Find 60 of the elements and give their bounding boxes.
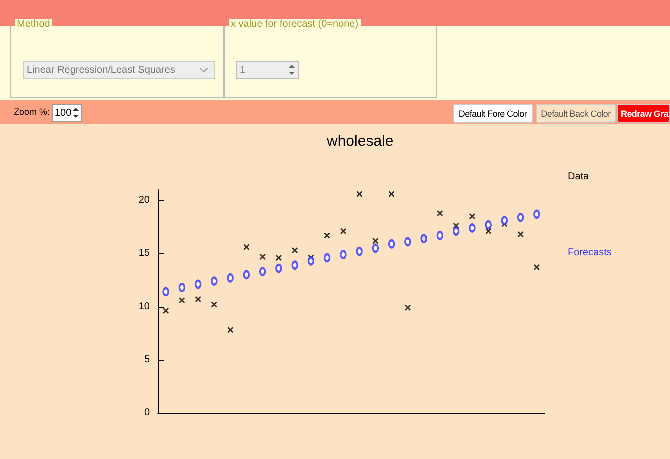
point [518, 231, 524, 238]
point [356, 247, 364, 256]
point [260, 254, 266, 260]
point [469, 213, 476, 220]
point [292, 260, 299, 270]
y-tick-label: 5 [144, 354, 150, 366]
y-tick-label: 10 [138, 301, 150, 312]
point [436, 231, 444, 240]
point [372, 238, 379, 244]
y-tick-label: 20 [138, 195, 150, 206]
dropdown-field: Linear Regression/Least Squares [23, 61, 215, 79]
button: Redraw Gra [617, 104, 670, 123]
point [243, 244, 250, 251]
point [468, 224, 476, 233]
point [194, 280, 202, 290]
point [340, 228, 347, 235]
point [162, 287, 170, 296]
point [324, 253, 331, 262]
point [453, 222, 460, 230]
point [275, 264, 282, 274]
point [178, 297, 186, 304]
point [388, 191, 396, 198]
point [534, 264, 540, 271]
point [243, 270, 250, 280]
point [485, 228, 492, 235]
point [436, 210, 444, 217]
point [227, 274, 234, 283]
point [195, 296, 202, 303]
number-field: 1 [236, 61, 299, 79]
point [308, 256, 315, 266]
point [452, 226, 460, 236]
point [533, 210, 540, 219]
point [211, 301, 218, 308]
text: Method [15, 19, 52, 30]
point [501, 216, 508, 226]
point [340, 250, 347, 260]
button: Default Back Color [536, 104, 616, 123]
point [259, 267, 266, 276]
point [276, 254, 282, 262]
point [388, 240, 396, 249]
number-field: 100 [52, 104, 82, 122]
point [210, 276, 218, 286]
text: Forecasts [568, 248, 612, 258]
point [292, 247, 298, 254]
text: Data [568, 172, 590, 182]
button: Default Fore Color [453, 104, 533, 123]
y-tick-label: 15 [138, 248, 150, 260]
point [324, 232, 331, 239]
point [356, 191, 363, 198]
point [517, 213, 524, 222]
point [178, 283, 186, 292]
text: Zoom %: [14, 107, 50, 117]
y-tick-label: 0 [144, 408, 150, 418]
point [372, 244, 380, 253]
point [404, 304, 412, 312]
chart-title: wholesale [326, 133, 394, 150]
text: x value for forecast (0=none) [229, 19, 361, 30]
point [404, 238, 412, 247]
point [485, 220, 492, 230]
point [227, 326, 234, 334]
